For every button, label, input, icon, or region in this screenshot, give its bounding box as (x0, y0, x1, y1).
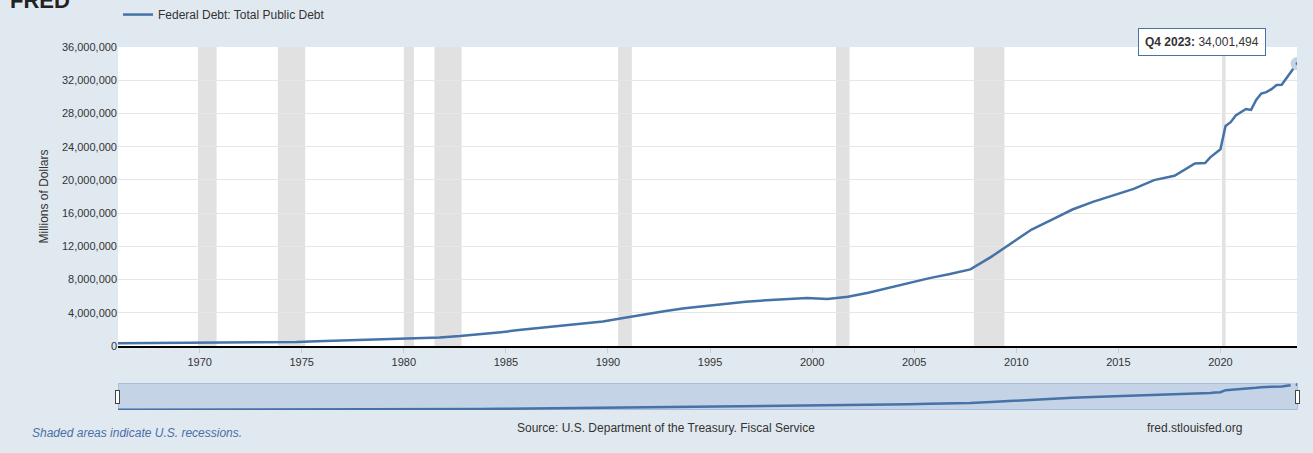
svg-text:1995: 1995 (698, 356, 722, 368)
svg-text:20,000,000: 20,000,000 (62, 174, 117, 186)
svg-text:1980: 1980 (392, 356, 416, 368)
svg-text:1985: 1985 (494, 356, 518, 368)
svg-text:32,000,000: 32,000,000 (62, 74, 117, 86)
svg-text:0: 0 (111, 340, 117, 352)
svg-text:4,000,000: 4,000,000 (68, 307, 117, 319)
svg-text:1970: 1970 (187, 356, 211, 368)
svg-text:2015: 2015 (1106, 356, 1130, 368)
svg-text:28,000,000: 28,000,000 (62, 107, 117, 119)
svg-text:Shaded areas indicate U.S. rec: Shaded areas indicate U.S. recessions. (32, 426, 242, 440)
svg-text:fred.stlouisfed.org: fred.stlouisfed.org (1147, 421, 1242, 435)
svg-text:8,000,000: 8,000,000 (68, 273, 117, 285)
svg-text:FRED: FRED (10, 0, 70, 13)
svg-text:Q4 2023: 34,001,494: Q4 2023: 34,001,494 (1145, 35, 1259, 49)
svg-text:Federal Debt: Total Public Deb: Federal Debt: Total Public Debt (158, 8, 325, 22)
svg-text:2005: 2005 (902, 356, 926, 368)
svg-text:16,000,000: 16,000,000 (62, 207, 117, 219)
svg-text:1990: 1990 (596, 356, 620, 368)
svg-text:2000: 2000 (800, 356, 824, 368)
svg-text:Source: U.S. Department of the: Source: U.S. Department of the Treasury.… (517, 421, 815, 435)
svg-text:1975: 1975 (289, 356, 313, 368)
svg-text:36,000,000: 36,000,000 (62, 41, 117, 53)
svg-text:2020: 2020 (1208, 356, 1232, 368)
svg-text:Millions of Dollars: Millions of Dollars (37, 149, 51, 243)
svg-text:2010: 2010 (1004, 356, 1028, 368)
svg-text:24,000,000: 24,000,000 (62, 141, 117, 153)
svg-text:12,000,000: 12,000,000 (62, 240, 117, 252)
